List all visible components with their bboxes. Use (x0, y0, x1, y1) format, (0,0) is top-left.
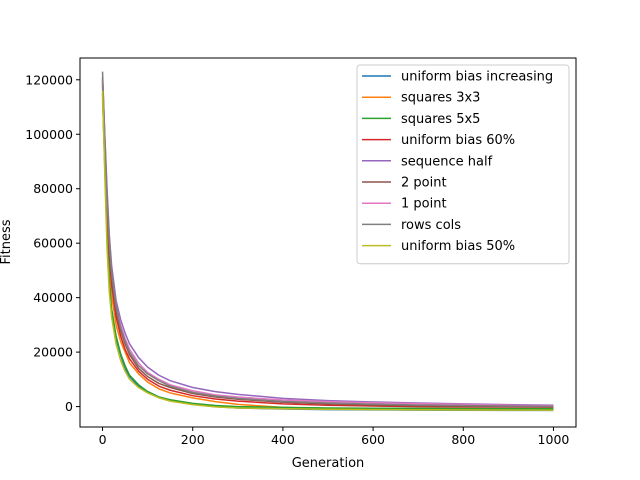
plot-lines (101, 71, 554, 412)
y-axis-label: Fitness (0, 219, 14, 264)
y-tick-label-2: 40000 (33, 290, 73, 305)
legend: uniform bias increasing squares 3x3 square… (356, 64, 570, 265)
legend-label-3: uniform bias 60% (401, 133, 515, 148)
series-line-2 (101, 85, 554, 410)
legend-label-0: uniform bias increasing (401, 70, 553, 85)
x-tick-label-0: 0 (99, 432, 107, 447)
legend-label-4: sequence half (401, 154, 493, 169)
y-tick-label-6: 120000 (25, 72, 73, 87)
legend-label-7: rows cols (401, 218, 461, 233)
legend-label-6: 1 point (401, 197, 447, 212)
y-axis-ticks: 0 20000 40000 60000 80000 100000 120000 (25, 72, 80, 414)
y-tick-label-1: 20000 (33, 345, 73, 360)
series-line-8 (101, 90, 554, 411)
series-line-7 (101, 71, 554, 408)
y-tick-label-5: 100000 (25, 127, 73, 142)
x-tick-label-5: 1000 (538, 432, 570, 447)
legend-label-2: squares 5x5 (401, 112, 480, 127)
y-tick-label-0: 0 (65, 399, 73, 414)
axes-frame (79, 57, 577, 428)
y-tick-label-3: 60000 (33, 236, 73, 251)
x-tick-label-4: 800 (451, 432, 475, 447)
x-axis-ticks: 0 200 400 600 800 1000 (99, 427, 570, 447)
x-tick-label-3: 600 (361, 432, 385, 447)
x-tick-label-1: 200 (181, 432, 205, 447)
x-tick-label-2: 400 (271, 432, 295, 447)
x-axis-label: Generation (292, 456, 365, 471)
legend-box (356, 64, 570, 265)
legend-label-1: squares 3x3 (401, 91, 480, 106)
y-tick-label-4: 80000 (33, 181, 73, 196)
legend-label-8: uniform bias 50% (401, 239, 515, 254)
legend-label-5: 2 point (401, 176, 447, 191)
